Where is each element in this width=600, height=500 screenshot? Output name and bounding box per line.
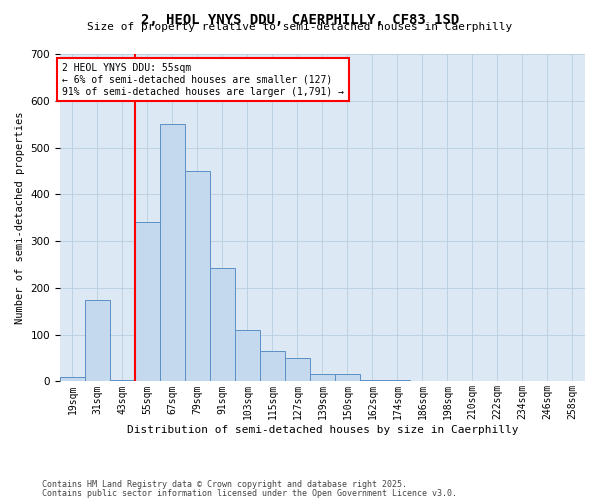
Bar [310, 374, 335, 382]
Bar [85, 300, 110, 382]
Text: Contains HM Land Registry data © Crown copyright and database right 2025.: Contains HM Land Registry data © Crown c… [42, 480, 407, 489]
Bar [285, 358, 310, 382]
Bar [110, 380, 135, 382]
Text: Contains public sector information licensed under the Open Government Licence v3: Contains public sector information licen… [42, 488, 457, 498]
Bar [135, 222, 160, 382]
Bar [210, 268, 235, 382]
Text: Size of property relative to semi-detached houses in Caerphilly: Size of property relative to semi-detach… [88, 22, 512, 32]
Y-axis label: Number of semi-detached properties: Number of semi-detached properties [15, 112, 25, 324]
Bar [235, 330, 260, 382]
Bar [385, 380, 410, 382]
Bar [260, 351, 285, 382]
X-axis label: Distribution of semi-detached houses by size in Caerphilly: Distribution of semi-detached houses by … [127, 425, 518, 435]
Bar [160, 124, 185, 382]
Bar [185, 171, 210, 382]
Text: 2, HEOL YNYS DDU, CAERPHILLY, CF83 1SD: 2, HEOL YNYS DDU, CAERPHILLY, CF83 1SD [141, 12, 459, 26]
Text: 2 HEOL YNYS DDU: 55sqm
← 6% of semi-detached houses are smaller (127)
91% of sem: 2 HEOL YNYS DDU: 55sqm ← 6% of semi-deta… [62, 64, 344, 96]
Bar [60, 376, 85, 382]
Bar [335, 374, 360, 382]
Bar [360, 380, 385, 382]
